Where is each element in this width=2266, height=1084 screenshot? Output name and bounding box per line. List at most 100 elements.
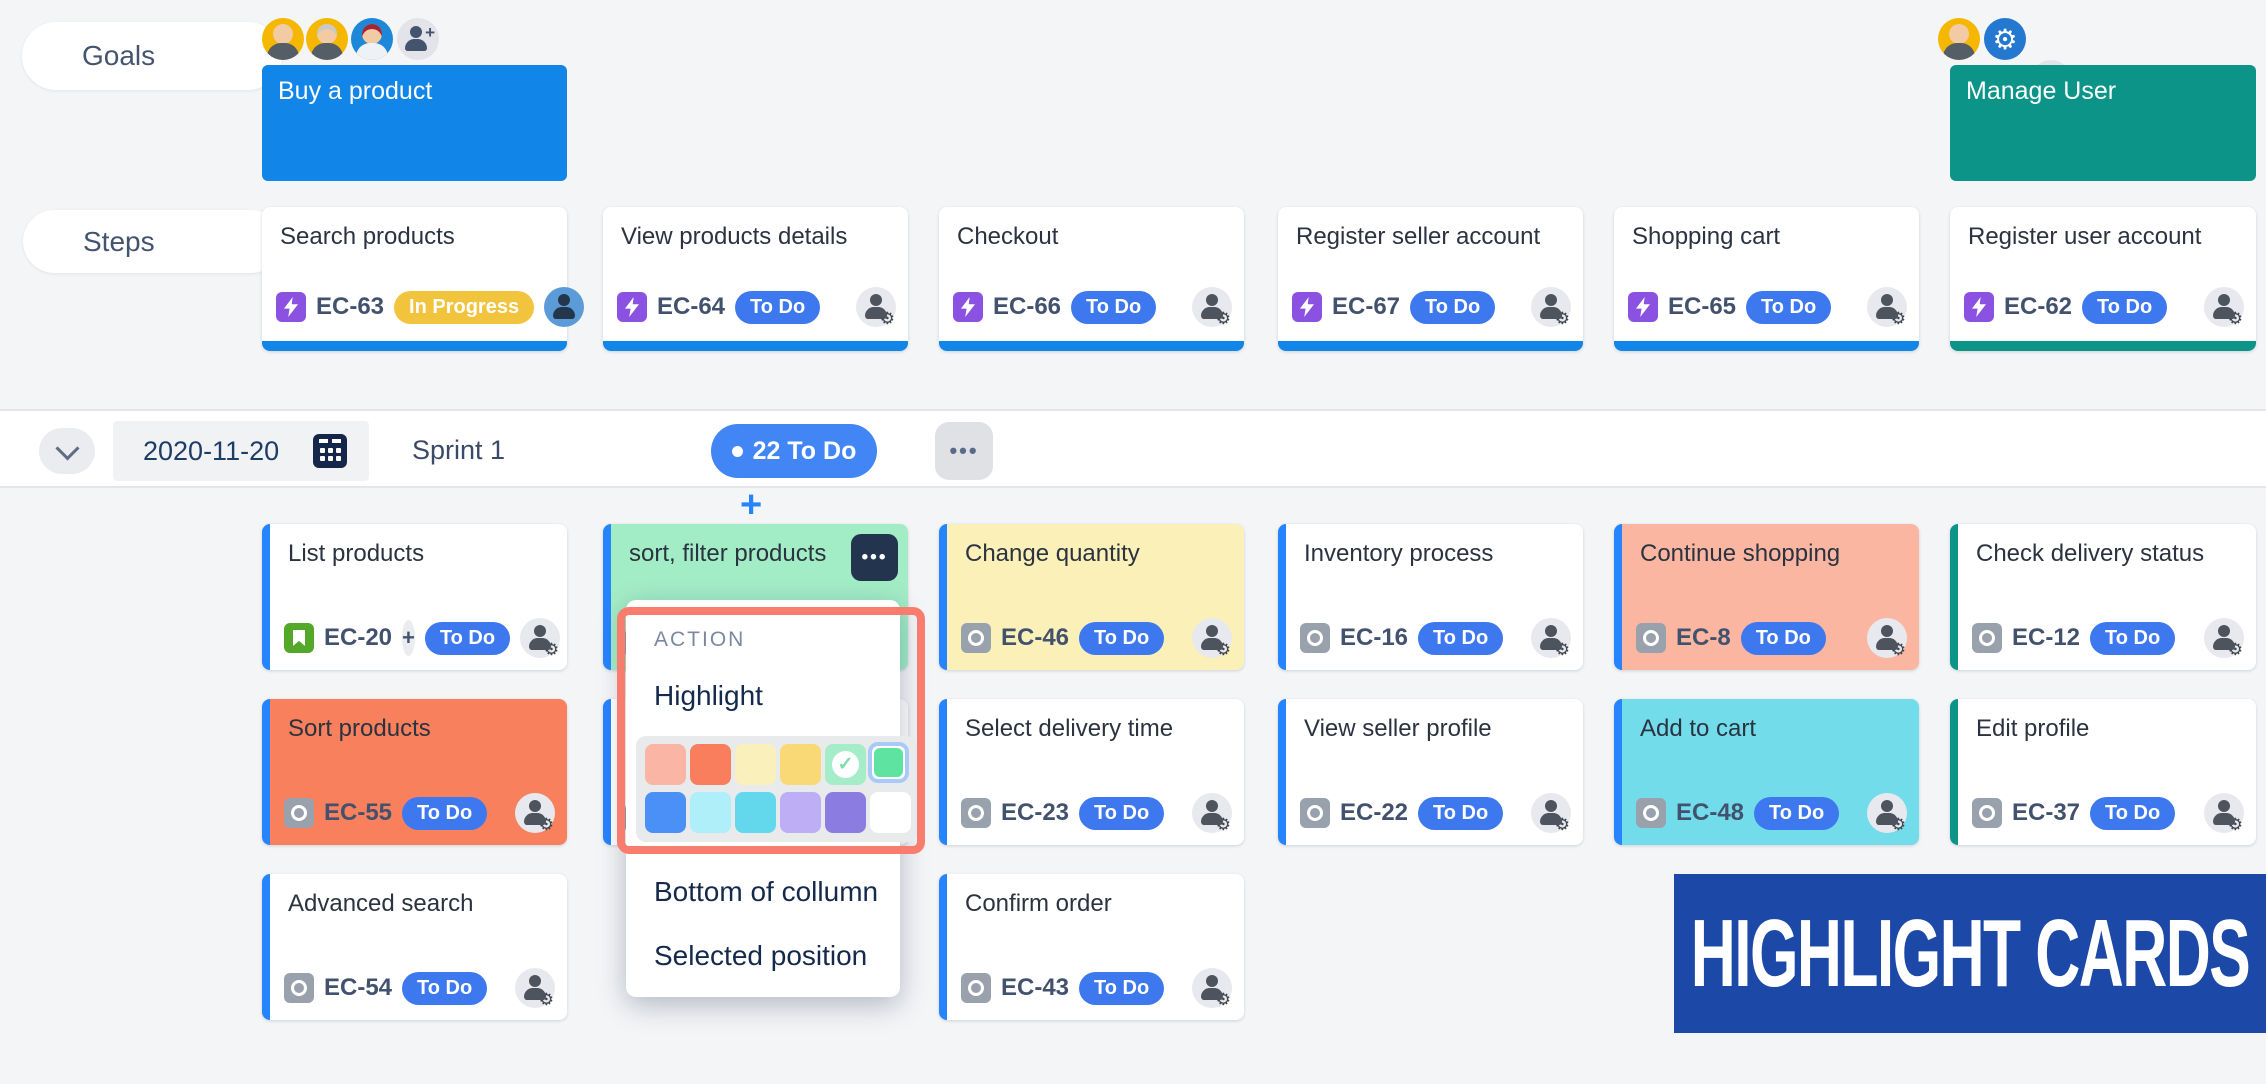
issue-card-highlighted[interactable]: Change quantity EC-46 To Do ⚙ bbox=[939, 524, 1244, 670]
assign-user-icon[interactable]: ⚙ bbox=[1192, 968, 1232, 1008]
status-badge[interactable]: To Do bbox=[735, 290, 821, 324]
color-swatch[interactable] bbox=[780, 744, 821, 785]
assign-user-icon[interactable]: ⚙ bbox=[856, 287, 896, 327]
issue-type-task-icon bbox=[961, 798, 991, 828]
issue-type-story-icon bbox=[276, 292, 306, 322]
add-card-plus-icon[interactable]: + bbox=[740, 484, 763, 526]
sprint-status-count-pill[interactable]: 22 To Do bbox=[711, 424, 877, 478]
gear-icon: ⚙ bbox=[2227, 815, 2243, 834]
goal-title: Manage User bbox=[1966, 77, 2117, 105]
plus-icon: + bbox=[425, 23, 435, 42]
status-badge[interactable]: To Do bbox=[1418, 796, 1504, 830]
add-subtask-button[interactable]: + bbox=[402, 620, 415, 656]
gear-icon: ⚙ bbox=[1890, 640, 1906, 659]
steps-row-label: Steps bbox=[23, 210, 283, 273]
status-badge[interactable]: To Do bbox=[2090, 796, 2176, 830]
avatar[interactable] bbox=[306, 18, 348, 60]
goal-card[interactable]: Buy a product bbox=[262, 65, 567, 181]
color-swatch[interactable] bbox=[780, 792, 821, 833]
gear-icon: ⚙ bbox=[2227, 309, 2243, 328]
assign-user-icon[interactable]: ⚙ bbox=[1192, 287, 1232, 327]
status-badge[interactable]: To Do bbox=[1410, 290, 1496, 324]
assignee-avatar[interactable] bbox=[544, 287, 585, 327]
issue-card[interactable]: Check delivery status EC-12 To Do ⚙ bbox=[1950, 524, 2256, 670]
issue-card[interactable]: View seller profile EC-22 To Do ⚙ bbox=[1278, 699, 1583, 845]
status-badge[interactable]: To Do bbox=[424, 621, 511, 655]
status-badge[interactable]: To Do bbox=[2090, 621, 2176, 655]
goal-card[interactable]: Manage User bbox=[1950, 65, 2256, 181]
color-swatch[interactable] bbox=[825, 792, 866, 833]
menu-item-highlight[interactable]: Highlight bbox=[654, 680, 763, 711]
step-card[interactable]: Checkout EC-66 To Do ⚙ bbox=[939, 207, 1244, 351]
step-card[interactable]: Register user account EC-62 To Do ⚙ bbox=[1950, 207, 2256, 351]
issue-card[interactable]: Advanced search EC-54 To Do ⚙ bbox=[262, 874, 567, 1020]
status-badge[interactable]: To Do bbox=[1754, 796, 1840, 830]
issue-card[interactable]: Inventory process EC-16 To Do ⚙ bbox=[1278, 524, 1583, 670]
issue-card-highlighted[interactable]: Add to cart EC-48 To Do ⚙ bbox=[1614, 699, 1919, 845]
card-more-button[interactable]: ••• bbox=[851, 534, 898, 581]
issue-card-highlighted[interactable]: Continue shopping EC-8 To Do ⚙ bbox=[1614, 524, 1919, 670]
assign-user-icon[interactable]: ⚙ bbox=[1867, 287, 1907, 327]
settings-gear-button[interactable]: ⚙ bbox=[1984, 18, 2026, 60]
assign-user-icon[interactable]: ⚙ bbox=[1867, 793, 1907, 833]
status-badge[interactable]: To Do bbox=[1079, 621, 1165, 655]
issue-card[interactable]: Confirm order EC-43 To Do ⚙ bbox=[939, 874, 1244, 1020]
assign-user-icon[interactable]: ⚙ bbox=[515, 793, 555, 833]
color-swatch[interactable] bbox=[735, 792, 776, 833]
issue-card[interactable]: Edit profile EC-37 To Do ⚙ bbox=[1950, 699, 2256, 845]
avatar[interactable] bbox=[351, 18, 393, 60]
assign-user-icon[interactable]: ⚙ bbox=[2204, 287, 2244, 327]
sprint-name[interactable]: Sprint 1 bbox=[412, 435, 506, 465]
color-swatch[interactable] bbox=[690, 744, 731, 785]
check-icon: ✓ bbox=[832, 751, 859, 778]
color-swatch-selected[interactable]: ✓ bbox=[825, 744, 866, 785]
assign-user-icon[interactable]: ⚙ bbox=[2204, 618, 2244, 658]
status-badge[interactable]: To Do bbox=[402, 796, 488, 830]
issue-key: EC-20 bbox=[324, 624, 393, 651]
collapse-sprint-button[interactable] bbox=[39, 428, 95, 474]
issue-card-highlighted[interactable]: Sort products EC-55 To Do ⚙ bbox=[262, 699, 567, 845]
assign-user-icon[interactable]: ⚙ bbox=[1531, 287, 1571, 327]
calendar-icon[interactable] bbox=[313, 434, 347, 468]
issue-card[interactable]: List products EC-20 + To Do ⚙ bbox=[262, 524, 567, 670]
status-badge[interactable]: To Do bbox=[1740, 621, 1826, 655]
avatar[interactable] bbox=[1938, 18, 1980, 60]
status-badge[interactable]: To Do bbox=[1079, 796, 1165, 830]
assign-user-icon[interactable]: ⚙ bbox=[520, 618, 561, 658]
add-person-icon[interactable]: + bbox=[397, 18, 439, 60]
goal-color-bar bbox=[1278, 341, 1583, 351]
color-swatch[interactable] bbox=[735, 744, 776, 785]
sprint-more-button[interactable]: ••• bbox=[935, 422, 993, 480]
color-swatch[interactable] bbox=[874, 748, 903, 777]
assign-user-icon[interactable]: ⚙ bbox=[1531, 618, 1571, 658]
status-badge[interactable]: To Do bbox=[1071, 290, 1157, 324]
assign-user-icon[interactable]: ⚙ bbox=[1192, 793, 1232, 833]
menu-item-selected-position[interactable]: Selected position bbox=[654, 940, 868, 971]
color-swatch[interactable] bbox=[870, 792, 911, 833]
issue-card[interactable]: Select delivery time EC-23 To Do ⚙ bbox=[939, 699, 1244, 845]
menu-item-bottom-of-column[interactable]: Bottom of collumn bbox=[654, 876, 879, 907]
status-badge[interactable]: To Do bbox=[1746, 290, 1832, 324]
avatar[interactable] bbox=[262, 18, 304, 60]
status-badge[interactable]: To Do bbox=[1418, 621, 1504, 655]
assign-user-icon[interactable]: ⚙ bbox=[1531, 793, 1571, 833]
assign-user-icon[interactable]: ⚙ bbox=[1867, 618, 1907, 658]
status-badge[interactable]: To Do bbox=[1079, 971, 1165, 1005]
step-card[interactable]: View products details EC-64 To Do ⚙ bbox=[603, 207, 908, 351]
status-badge[interactable]: To Do bbox=[402, 971, 488, 1005]
status-badge[interactable]: In Progress bbox=[394, 290, 535, 324]
issue-key: EC-64 bbox=[657, 293, 726, 320]
assign-user-icon[interactable]: ⚙ bbox=[515, 968, 555, 1008]
sprint-date-field[interactable]: 2020-11-20 bbox=[113, 421, 369, 481]
step-card[interactable]: Register seller account EC-67 To Do ⚙ bbox=[1278, 207, 1583, 351]
gear-icon: ⚙ bbox=[2227, 640, 2243, 659]
assign-user-icon[interactable]: ⚙ bbox=[1192, 618, 1232, 658]
color-swatch[interactable] bbox=[690, 792, 731, 833]
step-card[interactable]: Search products EC-63 In Progress bbox=[262, 207, 585, 351]
color-swatch[interactable] bbox=[645, 744, 686, 785]
step-card[interactable]: Shopping cart EC-65 To Do ⚙ bbox=[1614, 207, 1919, 351]
issue-key: EC-23 bbox=[1001, 799, 1070, 826]
assign-user-icon[interactable]: ⚙ bbox=[2204, 793, 2244, 833]
color-swatch[interactable] bbox=[645, 792, 686, 833]
status-badge[interactable]: To Do bbox=[2082, 290, 2168, 324]
